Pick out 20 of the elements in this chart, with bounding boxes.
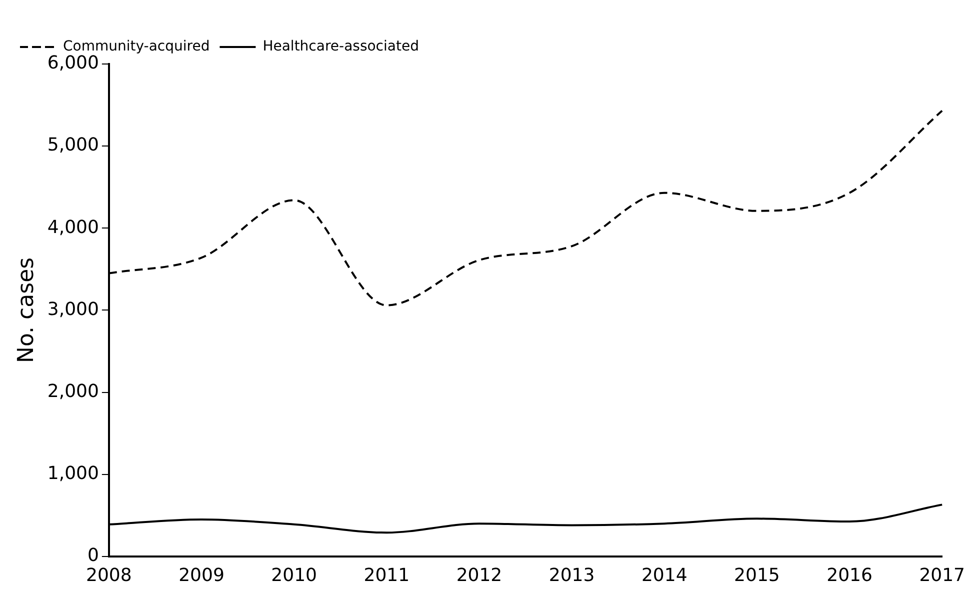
y-tick-label: 5,000 <box>47 134 99 156</box>
x-tick-label: 2013 <box>548 564 595 586</box>
legend-label: Community-acquired <box>63 38 210 55</box>
x-tick-label: 2011 <box>364 564 410 586</box>
x-tick-label: 2012 <box>456 564 502 586</box>
x-tick-label: 2016 <box>826 564 872 586</box>
x-tick-label: 2009 <box>178 564 224 586</box>
y-tick-label: 4,000 <box>47 216 99 238</box>
y-axis-title: No. cases <box>14 257 39 363</box>
y-tick-label: 0 <box>87 545 99 566</box>
y-tick-label: 3,000 <box>47 298 99 320</box>
legend-label: Healthcare-associated <box>262 38 419 55</box>
x-tick-label: 2010 <box>271 564 317 586</box>
y-tick-label: 6,000 <box>47 52 99 74</box>
x-tick-label: 2014 <box>641 564 688 586</box>
x-tick-label: 2015 <box>734 564 780 586</box>
x-tick-label: 2008 <box>86 564 132 586</box>
y-tick-label: 2,000 <box>47 380 99 402</box>
y-tick-label: 1,000 <box>47 463 99 484</box>
x-tick-label: 2017 <box>919 564 965 586</box>
